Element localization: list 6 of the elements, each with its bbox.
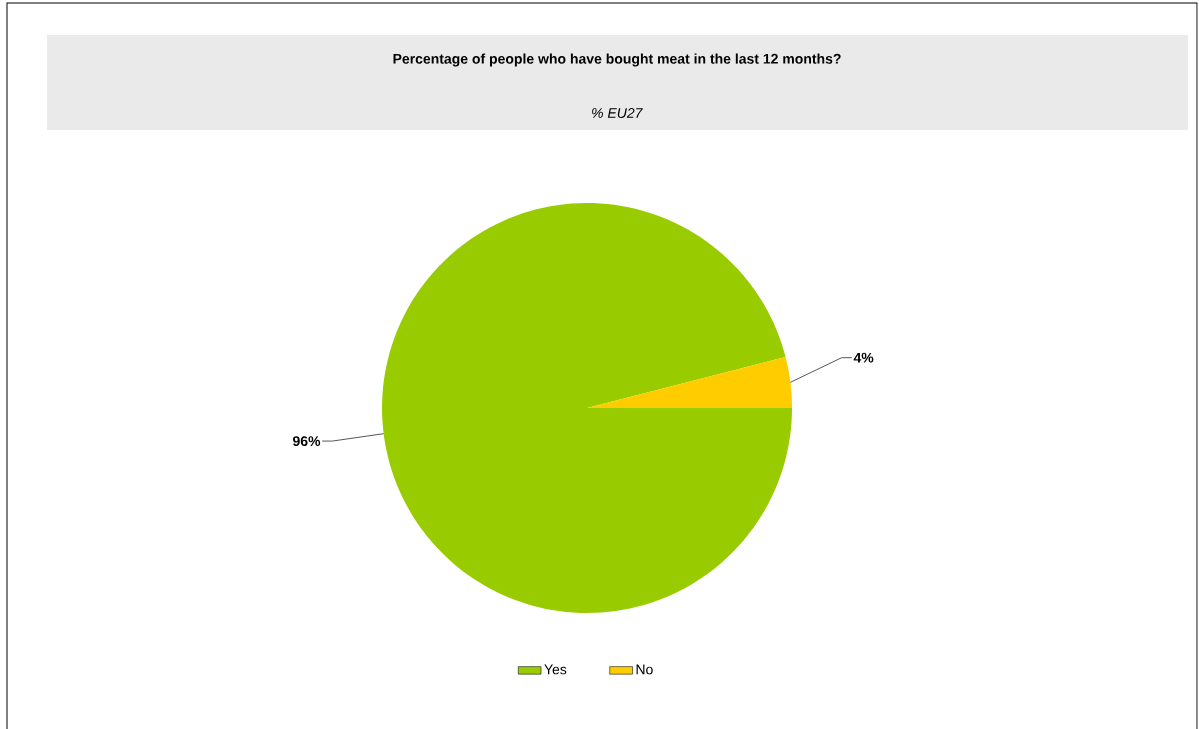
legend-label: Yes: [544, 664, 567, 675]
chart-title: Percentage of people who have bought meat in the last 12 months?: [393, 53, 841, 67]
data-label: 96%: [292, 436, 321, 447]
chart-subtitle: % EU27: [592, 108, 643, 118]
legend-label: No: [636, 664, 653, 675]
data-label: 4%: [853, 352, 874, 363]
